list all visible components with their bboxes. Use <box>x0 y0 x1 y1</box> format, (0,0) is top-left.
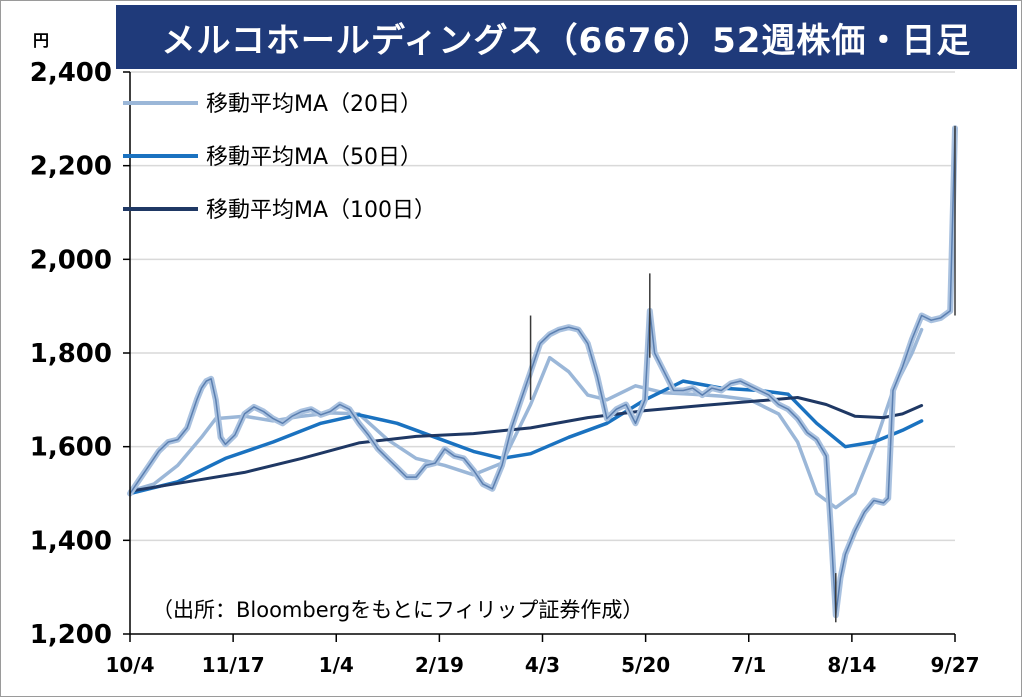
grid <box>130 71 955 542</box>
legend: 移動平均MA（20日） 移動平均MA（50日） 移動平均MA（100日） <box>123 92 436 223</box>
x-tick-label-5: 5/20 <box>621 653 670 677</box>
source-note: （出所：Bloombergをもとにフィリップ証券作成） <box>152 598 643 622</box>
series-line-3 <box>128 396 924 493</box>
y-axis-unit: 円 <box>33 31 50 50</box>
chart-title: メルコホールディングス（6676）52週株価・日足 <box>161 20 972 61</box>
series-line-1 <box>128 327 924 510</box>
x-tick-label-0: 10/4 <box>105 653 154 677</box>
y-tick-label-1400: 1,400 <box>30 526 112 556</box>
x-tick-label-1: 11/17 <box>202 653 265 677</box>
x-tick-label-8: 9/27 <box>930 653 979 677</box>
title-bar: メルコホールディングス（6676）52週株価・日足 <box>116 5 1017 69</box>
y-tick-label-2200: 2,200 <box>30 152 112 182</box>
x-tick-label-2: 1/4 <box>319 653 354 677</box>
price-line <box>127 125 958 623</box>
y-tick-label-2000: 2,000 <box>30 245 112 275</box>
x-tick-label-4: 4/3 <box>525 653 560 677</box>
series-lines <box>128 327 924 510</box>
legend-label-1: 移動平均MA（20日） <box>206 92 422 117</box>
y-tick-label-2400: 2,400 <box>30 58 112 88</box>
x-tick-label-7: 8/14 <box>827 653 876 677</box>
y-tick-label-1200: 1,200 <box>30 620 112 650</box>
axes <box>123 71 956 642</box>
x-axis-ticks: 10/4 11/17 1/4 2/19 4/3 5/20 7/1 8/14 9/27 <box>105 653 979 677</box>
y-tick-label-1800: 1,800 <box>30 339 112 369</box>
series-line-2 <box>128 379 924 496</box>
x-tick-label-6: 7/1 <box>731 653 766 677</box>
legend-label-2: 移動平均MA（50日） <box>206 145 422 170</box>
legend-label-3: 移動平均MA（100日） <box>206 198 436 223</box>
x-tick-label-3: 2/19 <box>415 653 464 677</box>
y-axis-ticks: 1,200 1,400 1,600 1,800 2,000 2,200 2,400 <box>30 58 112 650</box>
price-line <box>129 128 956 617</box>
y-tick-label-1600: 1,600 <box>30 433 112 463</box>
